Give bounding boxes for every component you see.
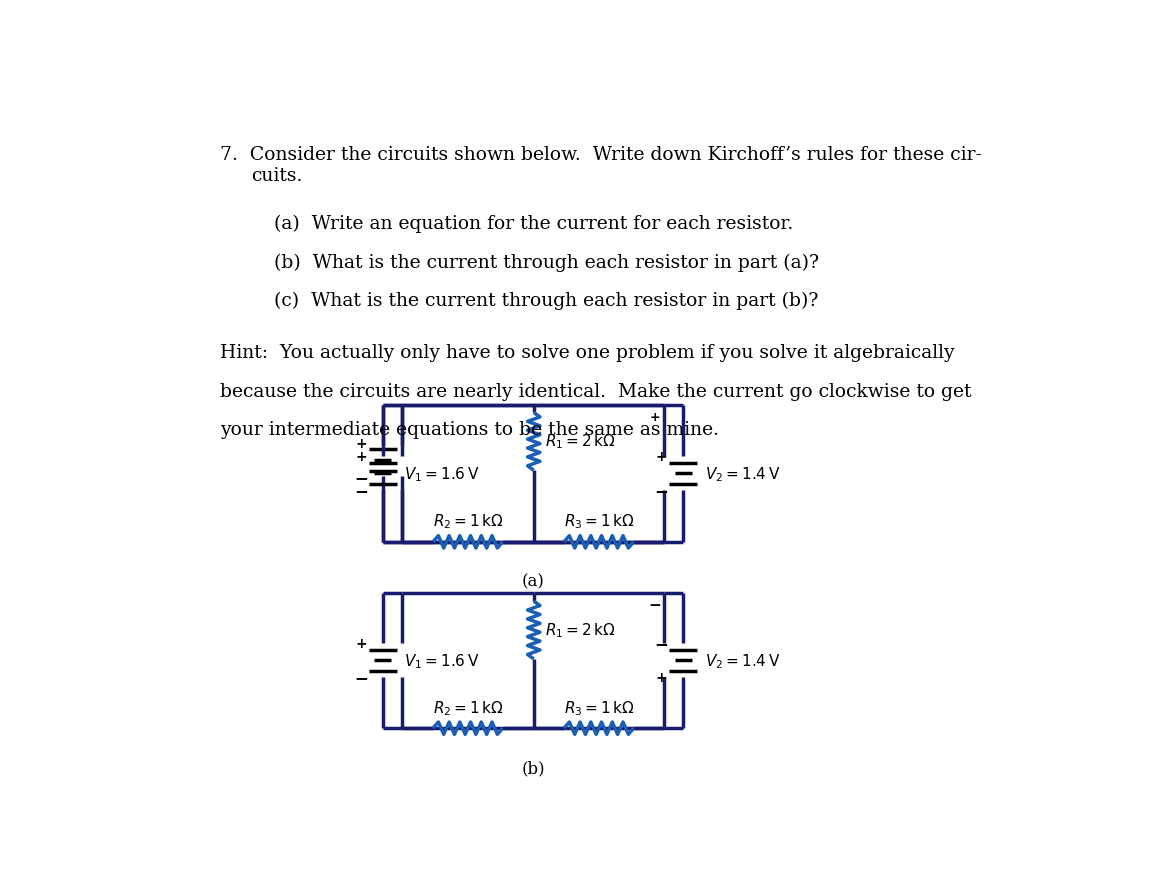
- Text: $R_1 = 2\,\mathrm{k\Omega}$: $R_1 = 2\,\mathrm{k\Omega}$: [545, 432, 617, 450]
- Text: (b): (b): [521, 759, 545, 776]
- Text: (c)  What is the current through each resistor in part (b)?: (c) What is the current through each res…: [274, 291, 819, 310]
- Text: Hint:  You actually only have to solve one problem if you solve it algebraically: Hint: You actually only have to solve on…: [220, 343, 955, 362]
- Text: $V_2 = 1.4\,\mathrm{V}$: $V_2 = 1.4\,\mathrm{V}$: [706, 464, 780, 483]
- Text: −: −: [355, 482, 367, 500]
- Text: $R_3 = 1\,\mathrm{k\Omega}$: $R_3 = 1\,\mathrm{k\Omega}$: [564, 698, 634, 716]
- Text: +: +: [649, 410, 660, 423]
- Text: $V_1 = 1.6\,\mathrm{V}$: $V_1 = 1.6\,\mathrm{V}$: [405, 464, 480, 483]
- Text: −: −: [648, 598, 661, 613]
- Text: your intermediate equations to be the same as mine.: your intermediate equations to be the sa…: [220, 421, 718, 439]
- Text: +: +: [356, 450, 366, 464]
- Text: −: −: [655, 482, 668, 500]
- Text: $R_3 = 1\,\mathrm{k\Omega}$: $R_3 = 1\,\mathrm{k\Omega}$: [564, 512, 634, 530]
- Text: 7.  Consider the circuits shown below.  Write down Kirchoff’s rules for these ci: 7. Consider the circuits shown below. Wr…: [220, 146, 982, 163]
- Text: +: +: [356, 436, 366, 450]
- Text: (a): (a): [522, 573, 544, 590]
- Text: $R_2 = 1\,\mathrm{k\Omega}$: $R_2 = 1\,\mathrm{k\Omega}$: [433, 512, 503, 530]
- Text: (a)  Write an equation for the current for each resistor.: (a) Write an equation for the current fo…: [274, 214, 793, 233]
- Text: cuits.: cuits.: [250, 167, 302, 185]
- Text: +: +: [656, 450, 667, 464]
- Text: $R_2 = 1\,\mathrm{k\Omega}$: $R_2 = 1\,\mathrm{k\Omega}$: [433, 698, 503, 716]
- Text: $V_1 = 1.6\,\mathrm{V}$: $V_1 = 1.6\,\mathrm{V}$: [405, 651, 480, 670]
- Text: −: −: [655, 635, 668, 652]
- Text: −: −: [355, 669, 367, 687]
- Text: +: +: [656, 671, 667, 685]
- Text: $V_2 = 1.4\,\mathrm{V}$: $V_2 = 1.4\,\mathrm{V}$: [706, 651, 780, 670]
- Text: (b)  What is the current through each resistor in part (a)?: (b) What is the current through each res…: [274, 253, 819, 271]
- Text: +: +: [356, 637, 366, 651]
- Text: −: −: [355, 469, 367, 486]
- Text: because the circuits are nearly identical.  Make the current go clockwise to get: because the circuits are nearly identica…: [220, 382, 971, 400]
- Text: $R_1 = 2\,\mathrm{k\Omega}$: $R_1 = 2\,\mathrm{k\Omega}$: [545, 621, 617, 639]
